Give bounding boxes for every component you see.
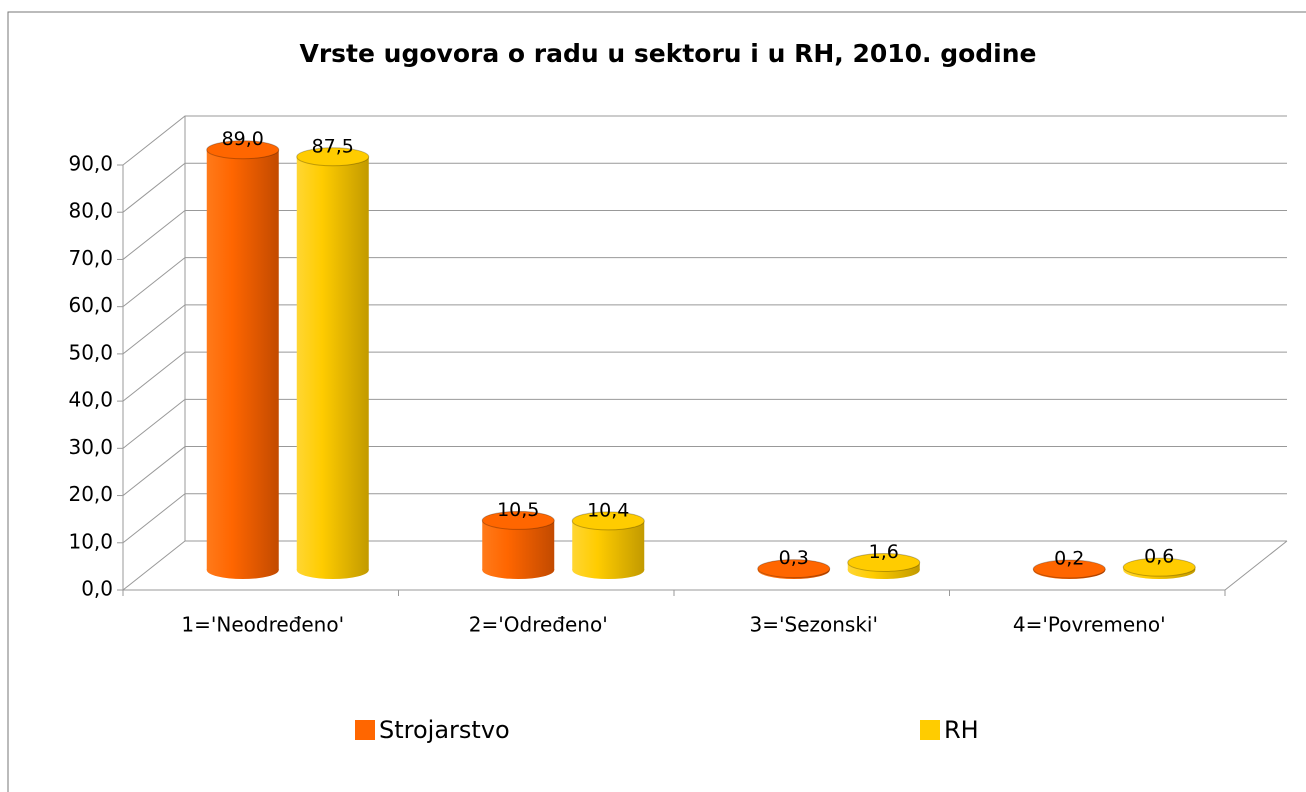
grid-line <box>122 304 1287 355</box>
data-label: 10,4 <box>587 499 629 521</box>
y-tick-label: 20,0 <box>68 482 113 506</box>
data-label: 0,2 <box>1054 548 1084 570</box>
grid-line <box>122 398 1287 449</box>
legend-label: RH <box>944 716 979 744</box>
x-tick-label: 2='Određeno' <box>469 613 608 637</box>
y-tick-label: 50,0 <box>68 340 113 364</box>
data-label: 1,6 <box>869 541 899 563</box>
y-tick-label: 60,0 <box>68 293 113 317</box>
bar <box>481 510 555 579</box>
chart-title: Vrste ugovora o radu u sektoru i u RH, 2… <box>299 39 1036 68</box>
bar-top <box>481 510 555 530</box>
legend-label: Strojarstvo <box>379 716 510 744</box>
bar-top <box>296 147 370 167</box>
legend-swatch <box>920 720 940 740</box>
bar <box>847 552 921 579</box>
y-tick-label: 30,0 <box>68 435 113 459</box>
legend-swatch <box>355 720 375 740</box>
data-label: 0,6 <box>1144 546 1174 568</box>
x-tick-label: 3='Sezonski' <box>750 613 878 637</box>
bar <box>1032 559 1106 579</box>
grid-line <box>122 493 1287 544</box>
grid-line <box>122 351 1287 402</box>
bar-body <box>206 149 279 570</box>
x-tick-label: 4='Povremeno' <box>1013 613 1166 637</box>
bar-top <box>1032 559 1106 579</box>
y-tick-label: 90,0 <box>68 152 113 176</box>
bar-top <box>1122 557 1196 577</box>
y-tick-label: 10,0 <box>68 529 113 553</box>
data-label: 89,0 <box>222 128 264 150</box>
chart-border <box>7 11 1306 792</box>
data-label: 0,3 <box>779 547 809 569</box>
grid-line <box>122 540 1287 591</box>
grid-line <box>122 209 1287 260</box>
bar-body <box>296 156 369 571</box>
bar-top <box>847 552 921 572</box>
bar-top <box>206 140 280 160</box>
bar <box>296 147 370 579</box>
grid-line <box>122 115 1287 166</box>
bar <box>206 140 280 579</box>
x-tick-label: 1='Neodređeno' <box>181 613 344 637</box>
bar <box>571 511 645 579</box>
bar-top <box>571 511 645 531</box>
y-tick-label: 70,0 <box>68 246 113 270</box>
grid-line <box>122 446 1287 496</box>
y-tick-label: 40,0 <box>68 388 113 412</box>
data-label: 87,5 <box>312 135 354 157</box>
bar <box>1122 557 1196 579</box>
grid-line <box>122 257 1287 308</box>
bar-top <box>757 559 831 579</box>
bar <box>757 559 831 579</box>
data-label: 10,5 <box>497 499 539 521</box>
grid-line <box>122 162 1287 213</box>
y-tick-label: 0,0 <box>81 577 113 601</box>
y-tick-label: 80,0 <box>68 199 113 223</box>
